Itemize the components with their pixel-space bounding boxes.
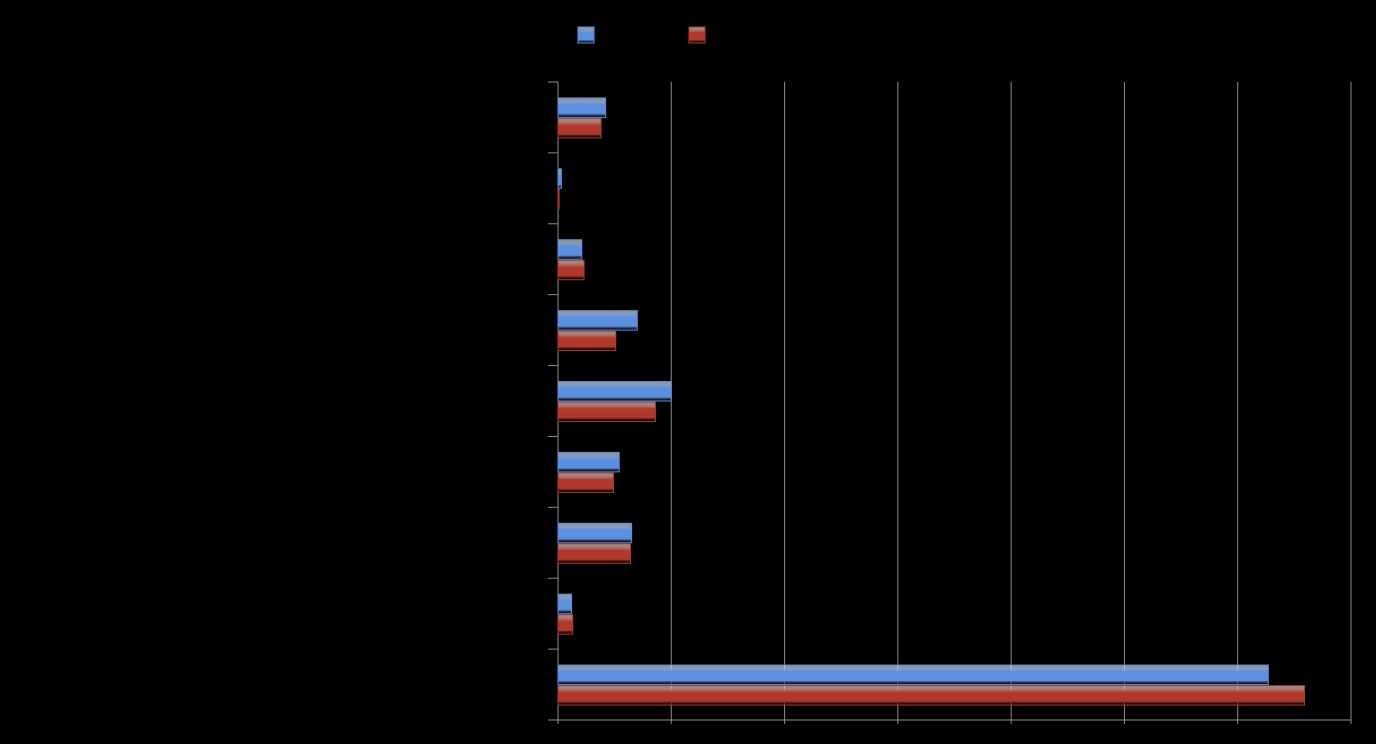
bar bbox=[557, 117, 602, 139]
bar bbox=[557, 522, 633, 544]
bar bbox=[557, 168, 562, 189]
bar bbox=[557, 259, 585, 281]
bar bbox=[557, 310, 638, 331]
bar bbox=[557, 381, 672, 402]
bar bbox=[557, 330, 617, 352]
bar bbox=[557, 472, 615, 493]
bar bbox=[557, 664, 1269, 686]
bar bbox=[557, 401, 656, 422]
bar bbox=[557, 543, 632, 564]
bar bbox=[557, 188, 560, 210]
legend-swatch bbox=[688, 26, 706, 44]
bar bbox=[557, 239, 583, 260]
bar bbox=[557, 97, 607, 118]
bar bbox=[557, 451, 620, 473]
bar bbox=[557, 685, 1306, 706]
legend-swatch bbox=[577, 26, 595, 44]
bar bbox=[557, 593, 573, 615]
bar bbox=[557, 614, 574, 635]
